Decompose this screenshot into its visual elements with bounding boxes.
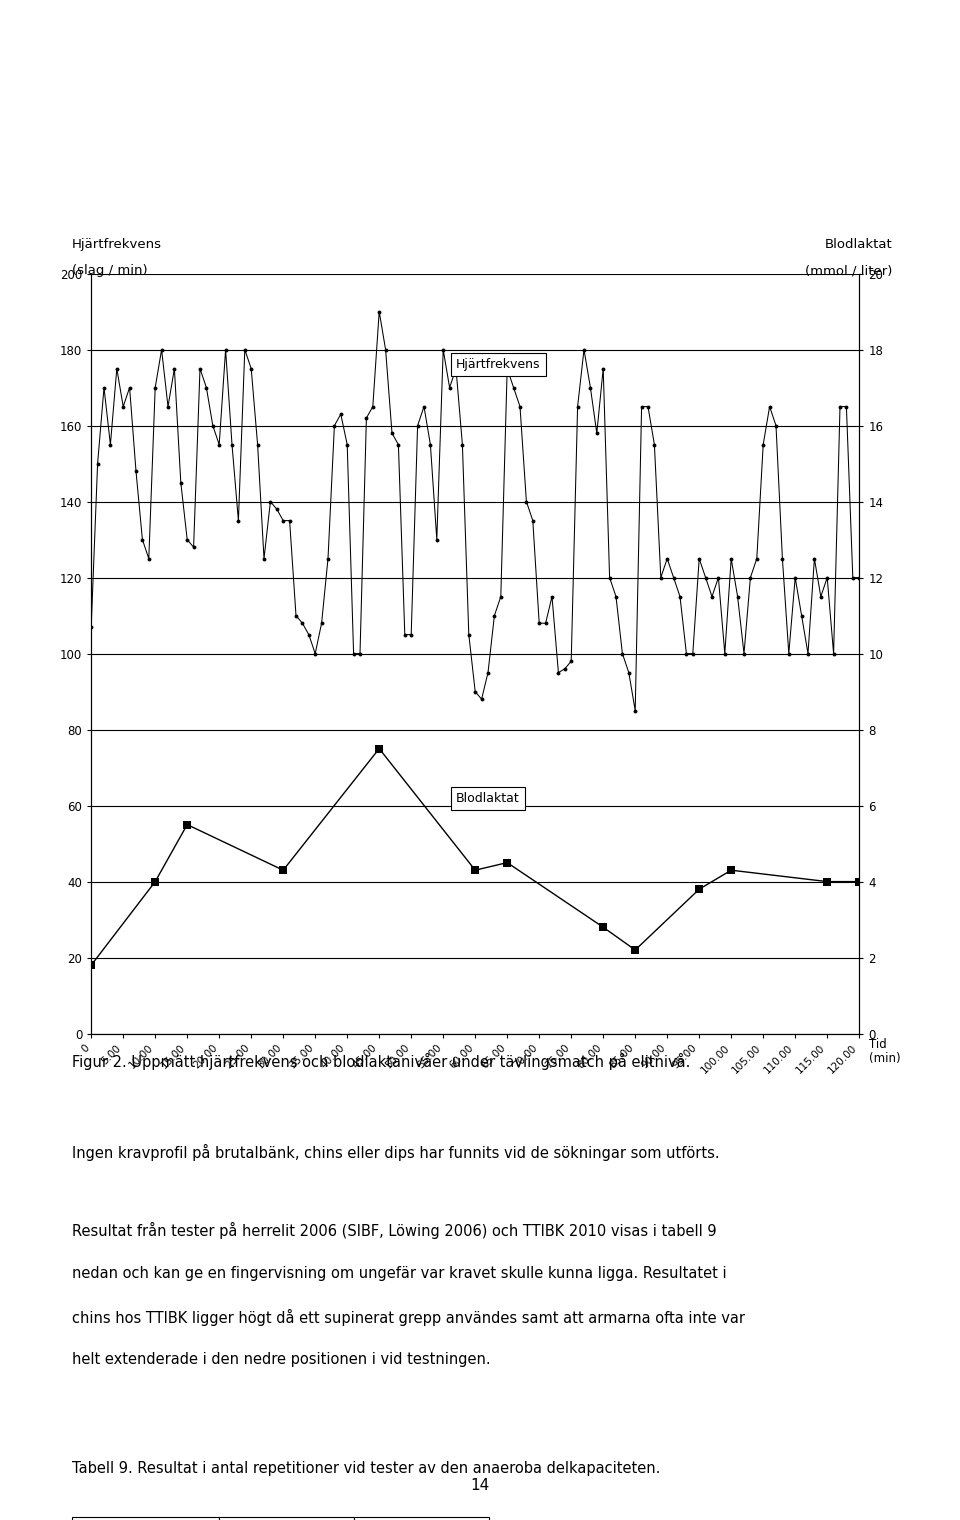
Text: Figur 2. Uppmätt hjärtfrekvens och blodlaktanivåer under tävlingsmatch på elitni: Figur 2. Uppmätt hjärtfrekvens och blodl… xyxy=(72,1053,690,1070)
Text: 14: 14 xyxy=(470,1477,490,1493)
Bar xyxy=(354,1517,489,1520)
Text: helt extenderade i den nedre positionen i vid testningen.: helt extenderade i den nedre positionen … xyxy=(72,1353,491,1368)
Text: Resultat från tester på herrelit 2006 (SIBF, Löwing 2006) och TTIBK 2010 visas i: Resultat från tester på herrelit 2006 (S… xyxy=(72,1222,716,1239)
Bar xyxy=(219,1517,354,1520)
Text: Blodlaktat: Blodlaktat xyxy=(456,792,519,804)
Text: (min): (min) xyxy=(869,1052,900,1066)
Text: chins hos TTIBK ligger högt då ett supinerat grepp användes samt att armarna oft: chins hos TTIBK ligger högt då ett supin… xyxy=(72,1309,745,1325)
Text: Tabell 9. Resultat i antal repetitioner vid tester av den anaeroba delkapacitete: Tabell 9. Resultat i antal repetitioner … xyxy=(72,1461,660,1476)
Text: nedan och kan ge en fingervisning om ungefär var kravet skulle kunna ligga. Resu: nedan och kan ge en fingervisning om ung… xyxy=(72,1266,727,1281)
Text: Hjärtfrekvens: Hjärtfrekvens xyxy=(72,237,162,251)
Bar xyxy=(72,1517,219,1520)
Text: Hjärtfrekvens: Hjärtfrekvens xyxy=(456,359,540,371)
Text: Ingen kravprofil på brutalbänk, chins eller dips har funnits vid de sökningar so: Ingen kravprofil på brutalbänk, chins el… xyxy=(72,1145,720,1161)
Text: (slag / min): (slag / min) xyxy=(72,264,148,278)
Text: Tid: Tid xyxy=(869,1038,886,1052)
Text: (mmol / liter): (mmol / liter) xyxy=(805,264,893,278)
Text: Blodlaktat: Blodlaktat xyxy=(825,237,893,251)
